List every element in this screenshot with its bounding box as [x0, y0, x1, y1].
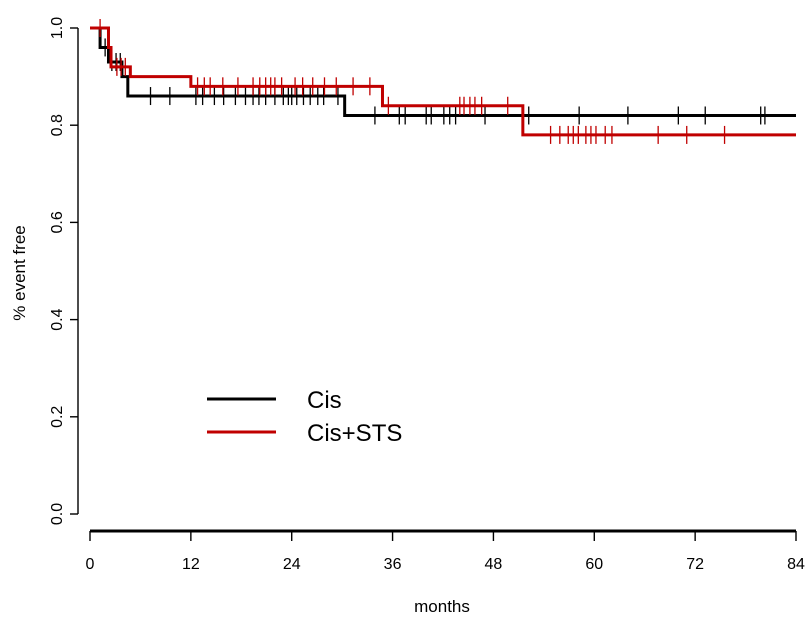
x-axis: 0 12 24 36 48 60 72 84: [86, 529, 805, 573]
y-tick-label: 0.4: [49, 308, 66, 330]
y-tick-label: 0.8: [49, 114, 66, 136]
legend-label: Cis+STS: [307, 420, 402, 447]
x-tick-label: 0: [86, 556, 95, 573]
x-tick-label: 84: [787, 556, 805, 573]
survival-curve: [90, 26, 796, 117]
y-tick-label: 0.2: [49, 406, 66, 428]
y-tick-label: 0.0: [49, 503, 66, 525]
x-axis-label: months: [414, 597, 470, 616]
y-tick-label: 0.6: [49, 211, 66, 233]
x-tick-label: 72: [686, 556, 704, 573]
x-tick-label: 48: [485, 556, 503, 573]
x-tick-label: 12: [182, 556, 200, 573]
series-cis: [90, 26, 796, 125]
y-axis: 0.0 0.2 0.4 0.6 0.8 1.0: [49, 17, 79, 525]
y-tick-label: 1.0: [49, 17, 66, 39]
legend: Cis Cis+STS: [207, 387, 402, 447]
x-tick-label: 36: [384, 556, 402, 573]
series-cis-sts: [90, 19, 796, 144]
y-axis-label: % event free: [10, 225, 29, 320]
legend-label: Cis: [307, 387, 342, 414]
plot-area: [90, 19, 796, 144]
x-tick-label: 60: [585, 556, 603, 573]
x-tick-label: 24: [283, 556, 301, 573]
survival-curve: [90, 26, 796, 137]
